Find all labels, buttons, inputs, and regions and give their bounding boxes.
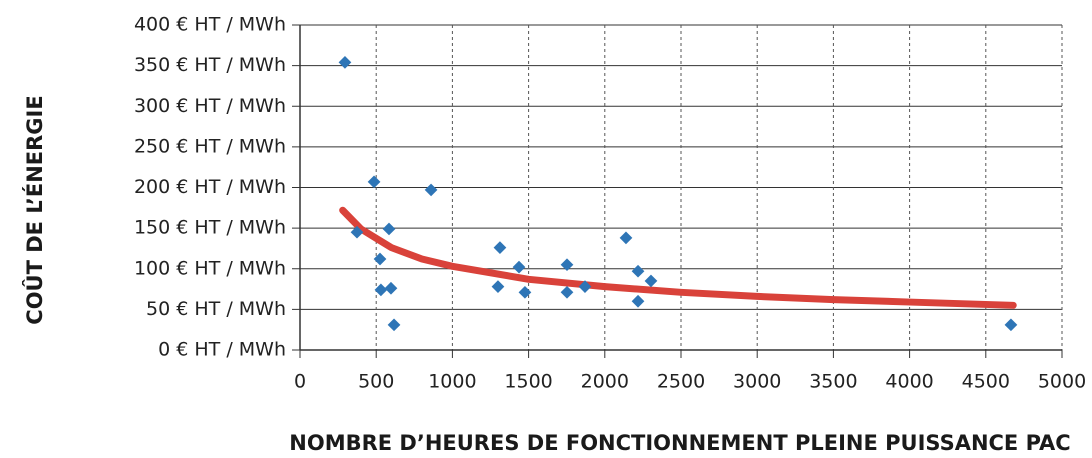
x-tick-label: 4500 — [962, 371, 1010, 393]
y-tick-label: 50 € HT / MWh — [146, 298, 286, 320]
y-tick-label: 250 € HT / MWh — [134, 135, 286, 157]
x-tick-label: 1000 — [428, 371, 476, 393]
y-tick-label: 300 € HT / MWh — [134, 95, 286, 117]
point — [493, 241, 507, 254]
point — [374, 283, 388, 297]
point — [350, 225, 364, 239]
point — [1004, 318, 1018, 332]
y-tick-label: 200 € HT / MWh — [134, 176, 286, 198]
point — [424, 183, 438, 197]
point — [384, 281, 398, 295]
point — [631, 264, 645, 278]
y-tick-label: 350 € HT / MWh — [134, 54, 286, 76]
x-tick-label: 3500 — [809, 371, 857, 393]
x-tick-label: 4000 — [885, 371, 933, 393]
point — [367, 175, 381, 189]
x-tick-label: 1500 — [504, 371, 552, 393]
point — [338, 56, 352, 69]
point — [644, 274, 658, 288]
trend-line — [339, 206, 1017, 309]
x-tick-label: 2000 — [581, 371, 629, 393]
x-axis-label: NOMBRE D’HEURES DE FONCTIONNEMENT PLEINE… — [289, 431, 1070, 455]
x-tick-label: 3000 — [733, 371, 781, 393]
point — [631, 294, 645, 308]
y-tick-label: 150 € HT / MWh — [134, 217, 286, 239]
point — [373, 252, 387, 266]
x-tick-label: 500 — [358, 371, 394, 393]
point — [560, 285, 574, 299]
point — [619, 231, 633, 245]
point — [518, 285, 532, 299]
x-tick-label: 0 — [294, 371, 306, 393]
y-tick-label: 400 € HT / MWh — [134, 14, 286, 36]
y-tick-label: 0 € HT / MWh — [158, 339, 286, 361]
point — [512, 260, 526, 274]
point — [491, 280, 505, 293]
x-tick-label: 2500 — [657, 371, 705, 393]
y-axis-label: COÛT DE L’ÉNERGIE — [22, 95, 47, 324]
y-tick-label: 100 € HT / MWh — [134, 257, 286, 279]
point — [382, 222, 396, 236]
point — [387, 318, 401, 332]
x-tick-label: 5000 — [1038, 371, 1086, 393]
